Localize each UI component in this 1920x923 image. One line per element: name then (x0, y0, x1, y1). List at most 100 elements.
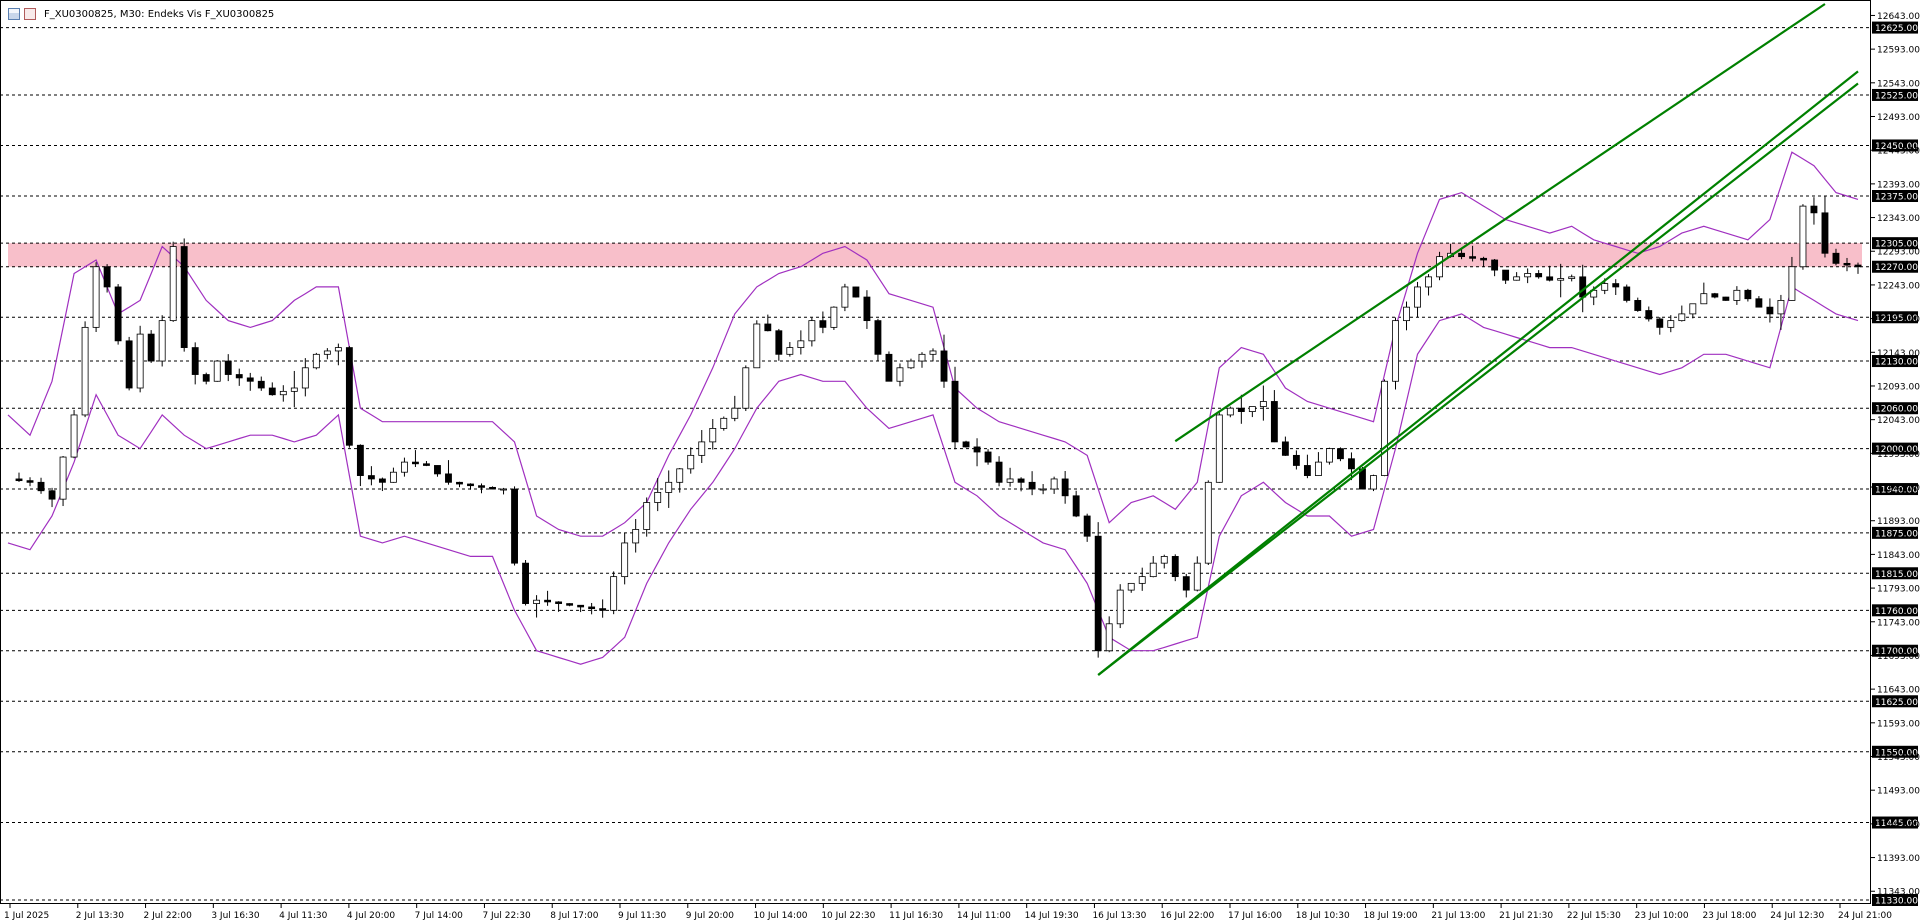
time-axis-label: 14 Jul 19:30 (1025, 911, 1079, 921)
candle-body (1777, 300, 1785, 315)
candle-body (1700, 293, 1708, 305)
candle-body (37, 481, 45, 492)
candle-body (973, 446, 981, 453)
chart-type-icon (24, 8, 36, 20)
time-axis-label: 1 Jul 2025 (4, 911, 49, 921)
candle-body (1039, 488, 1047, 491)
level-label: 11700.00 (1875, 647, 1918, 657)
level-label: 12060.00 (1875, 405, 1918, 415)
candle-body (1579, 276, 1587, 298)
candle-body (852, 286, 860, 298)
level-label-box (1872, 526, 1918, 539)
candle-body (1656, 318, 1664, 328)
candle-body (962, 441, 970, 448)
candle-body (1502, 269, 1510, 281)
candle-body (345, 347, 353, 446)
candle-body (1733, 289, 1741, 301)
candle-body (500, 488, 507, 491)
candle-body (863, 296, 871, 322)
time-axis-label: 2 Jul 13:30 (76, 911, 125, 921)
candle-body (676, 468, 684, 483)
candle-body (819, 320, 827, 328)
candle-body (1854, 264, 1862, 268)
time-axis-label: 16 Jul 22:00 (1160, 911, 1214, 921)
candle-body (1237, 407, 1245, 412)
level-label-box (1872, 237, 1918, 250)
candle-body (1458, 252, 1465, 258)
candle-body (125, 340, 133, 389)
candle-body (1843, 262, 1851, 266)
candle-body (599, 608, 607, 611)
level-label: 12450.00 (1875, 142, 1918, 152)
time-axis-label: 24 Jul 12:30 (1770, 911, 1824, 921)
candle-body (1623, 286, 1631, 301)
time-axis-label: 9 Jul 20:00 (686, 911, 735, 921)
candle-body (1546, 276, 1554, 281)
level-label: 11815.00 (1875, 570, 1918, 580)
candle-body (70, 414, 78, 458)
candle-body (786, 347, 794, 355)
candle-body (1270, 401, 1278, 443)
candle-body (522, 562, 529, 604)
price-tick-label: 11343.00 (1877, 888, 1920, 898)
level-label-box (1872, 355, 1918, 368)
time-axis-label: 4 Jul 11:30 (279, 911, 328, 921)
candle-body (489, 486, 496, 490)
level-label-box (1872, 604, 1918, 617)
level-label: 12525.00 (1875, 91, 1918, 101)
candle-body (26, 480, 34, 483)
time-axis-label: 10 Jul 22:30 (821, 911, 875, 921)
level-label-box (1872, 311, 1918, 324)
level-label: 11940.00 (1875, 486, 1918, 496)
bollinger-upper-band (7, 151, 1859, 537)
candle-body (753, 323, 761, 369)
candle-body (423, 463, 430, 466)
candle-body (731, 407, 739, 419)
candle-body (1744, 289, 1752, 300)
candle-body (389, 471, 397, 483)
time-axis-label: 17 Jul 16:00 (1228, 911, 1282, 921)
time-axis-label: 21 Jul 21:30 (1499, 911, 1553, 921)
candle-body (1425, 276, 1432, 288)
candle-body (434, 465, 441, 475)
level-label-box (1872, 644, 1918, 657)
candle-body (356, 444, 364, 476)
price-tick-label: 12393.00 (1877, 180, 1920, 190)
channel-upper-line (1174, 3, 1826, 443)
candle-body (632, 529, 640, 544)
candle-body (1381, 380, 1388, 476)
candle-body (1392, 320, 1399, 382)
channel-mid-line (1097, 70, 1859, 676)
candle-body (1689, 303, 1697, 315)
time-axis-label: 7 Jul 14:00 (415, 911, 464, 921)
candle-body (1612, 283, 1620, 288)
candle-body (1061, 478, 1069, 497)
candle-body (698, 441, 706, 456)
candle-body (742, 367, 750, 409)
candle-body (1480, 257, 1488, 261)
candle-body (555, 601, 563, 604)
candle-body (544, 599, 552, 603)
candle-body (1524, 273, 1532, 278)
level-label-box (1872, 260, 1918, 273)
candle-body (1711, 293, 1719, 298)
price-tick-label: 12443.00 (1877, 147, 1920, 157)
time-axis-label: 18 Jul 10:30 (1296, 911, 1350, 921)
candle-body (202, 374, 210, 382)
level-label: 12195.00 (1875, 314, 1918, 324)
candle-body (885, 353, 893, 382)
candle-body (1226, 407, 1234, 416)
candle-body (235, 374, 243, 379)
price-tick-label: 12043.00 (1877, 416, 1920, 426)
time-axis-label: 21 Jul 13:00 (1431, 911, 1485, 921)
candle-body (301, 367, 309, 389)
price-tick-label: 11843.00 (1877, 551, 1920, 561)
candle-body (896, 367, 904, 382)
level-label: 12625.00 (1875, 24, 1918, 34)
level-label: 11550.00 (1875, 748, 1918, 758)
time-axis-label: 23 Jul 18:00 (1702, 911, 1756, 921)
candle-body (951, 380, 959, 443)
level-label: 12270.00 (1875, 263, 1918, 273)
candle-body (378, 478, 386, 483)
